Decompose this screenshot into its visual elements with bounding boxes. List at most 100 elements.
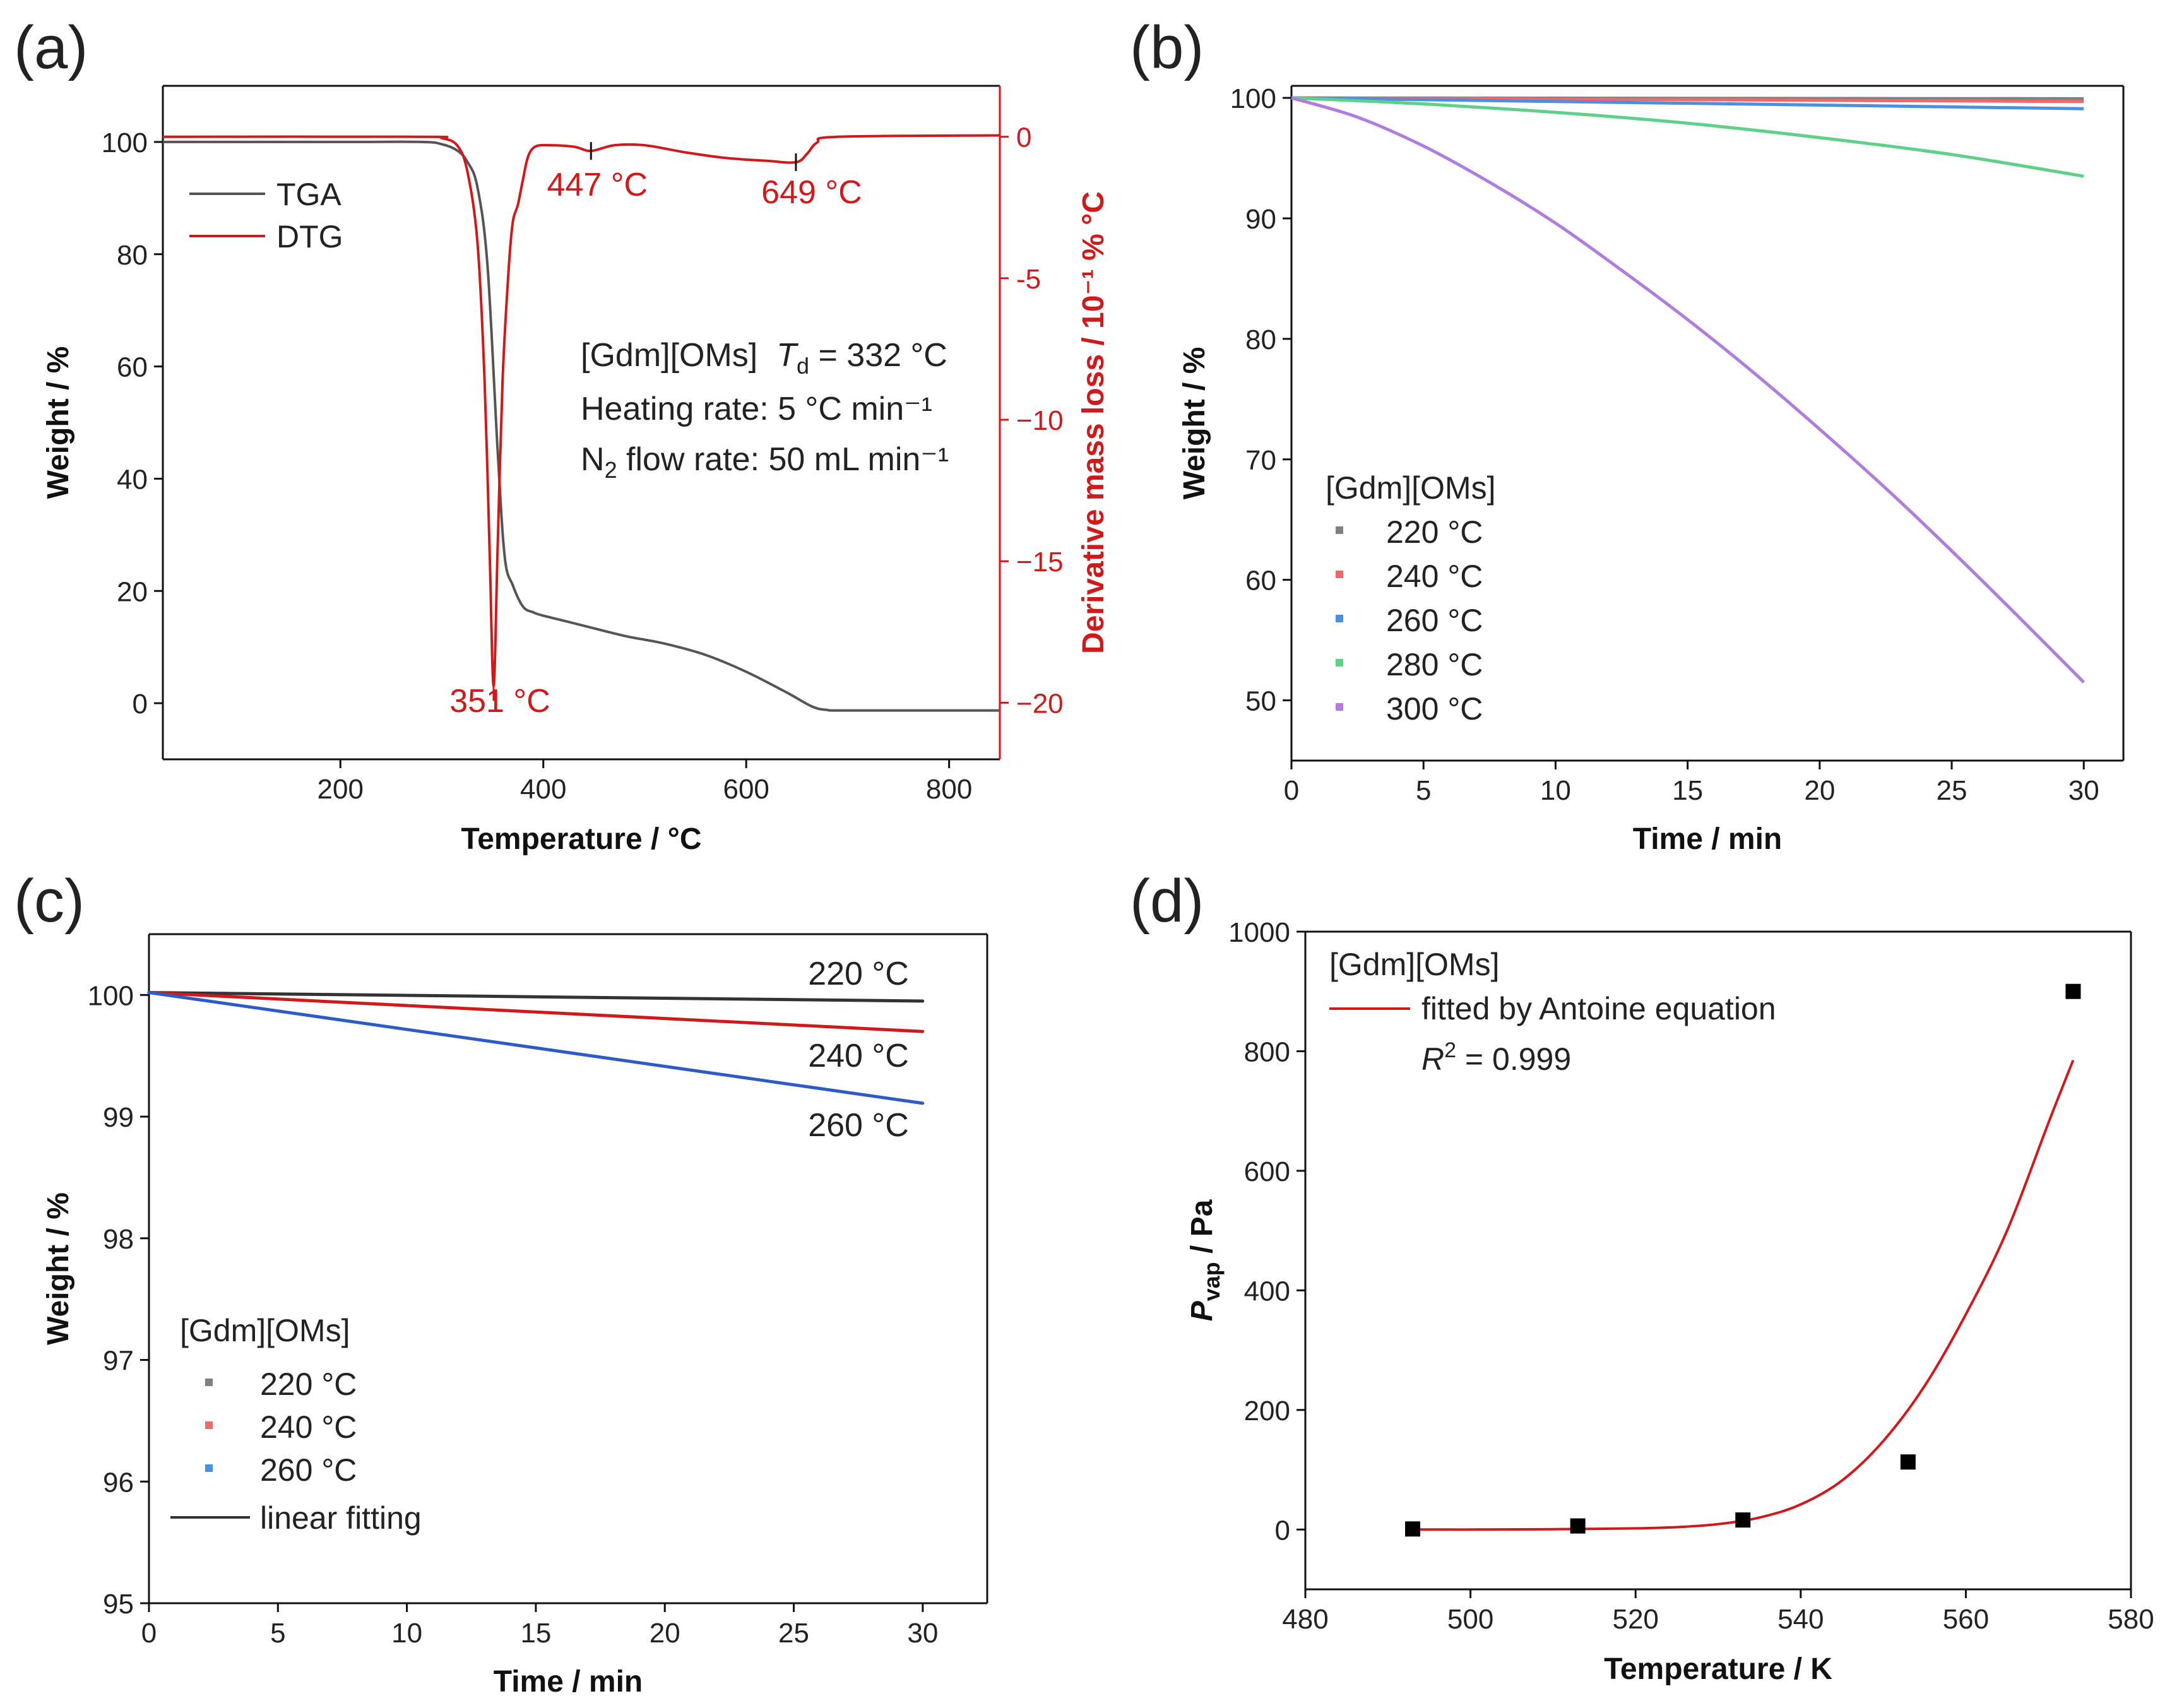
peak-649-label: 649 °C — [761, 174, 862, 211]
legend-label-2: 240 °C — [260, 1409, 357, 1445]
x-axis-title: Time / min — [1633, 822, 1783, 856]
y-axis-title-symbol: P — [1185, 1300, 1219, 1321]
line-label-220: 220 °C — [808, 956, 909, 992]
legend-swatch-3 — [1336, 615, 1343, 622]
y-tick-label: 98 — [103, 1224, 134, 1255]
legend-tga-label: TGA — [276, 177, 341, 212]
legend-swatch-2 — [205, 1421, 213, 1429]
x-tick-label: 10 — [1540, 775, 1571, 806]
x-tick-label: 0 — [1284, 775, 1299, 806]
info-n-subscript: 2 — [605, 457, 617, 483]
y-axis-title-unit: / Pa — [1185, 1199, 1219, 1262]
x-axis-title: Temperature / K — [1604, 1652, 1832, 1686]
series-220-line — [147, 991, 925, 1003]
y2-tick-label: -5 — [1016, 264, 1041, 295]
x-tick-label: 15 — [520, 1618, 551, 1649]
legend-title: [Gdm][OMs] — [180, 1313, 350, 1348]
y-tick-label: 80 — [117, 240, 148, 271]
data-point — [1900, 1454, 1916, 1470]
legend-swatch-1 — [1336, 526, 1343, 534]
peak-447-label: 447 °C — [547, 167, 648, 203]
y-tick-label: 96 — [103, 1467, 134, 1498]
y2-tick-label: −20 — [1016, 688, 1064, 719]
legend-label-1: 220 °C — [1386, 514, 1483, 550]
y-tick-label: 0 — [1275, 1515, 1290, 1546]
x-tick-label: 200 — [317, 774, 364, 805]
info-td-value: = 332 °C — [809, 337, 947, 374]
y-tick-label: 600 — [1244, 1156, 1290, 1187]
y-tick-label: 20 — [117, 576, 148, 607]
series-240-line — [147, 991, 925, 1033]
panel-letter: (c) — [14, 867, 85, 935]
y-tick-label: 1000 — [1228, 917, 1290, 948]
y-tick-label: 99 — [103, 1102, 134, 1133]
legend-swatch-5 — [1336, 703, 1343, 711]
panel-a: (a) 200 400 600 800 0 20 40 60 80 100 0 -5 −10 −15 −20 T… — [14, 14, 1110, 856]
y2-tick-label: −10 — [1016, 405, 1064, 436]
x-tick-label: 540 — [1777, 1604, 1824, 1635]
series-4-line — [1291, 96, 2084, 178]
legend-dtg-label: DTG — [276, 219, 343, 254]
panel-d: (d) 480 500 520 540 560 580 0 200 400 600 800 1000 Te… — [1130, 867, 2154, 1686]
y-tick-label: 400 — [1244, 1276, 1290, 1307]
panel-c: (c) 0 5 10 15 20 25 30 95 96 97 98 99 100 Time / min We… — [14, 867, 988, 1699]
legend-swatch-3 — [205, 1464, 213, 1472]
panel-letter: (d) — [1130, 867, 1204, 935]
y-tick-label: 100 — [1230, 83, 1276, 114]
info-line-2: Heating rate: 5 °C min⁻¹ — [581, 391, 932, 427]
x-tick-label: 30 — [2068, 775, 2099, 806]
r-squared-superscript: 2 — [1444, 1038, 1456, 1062]
panel-letter: (b) — [1130, 14, 1204, 81]
legend-label-3: 260 °C — [260, 1452, 357, 1488]
legend-swatch-2 — [1336, 571, 1343, 578]
y-tick-label: 80 — [1245, 324, 1276, 355]
x-tick-label: 20 — [1804, 775, 1835, 806]
y-tick-label: 200 — [1244, 1396, 1290, 1426]
x-tick-label: 560 — [1943, 1604, 1989, 1635]
y-tick-label: 70 — [1245, 445, 1276, 476]
x-tick-label: 0 — [141, 1618, 157, 1649]
y-tick-label: 95 — [103, 1589, 134, 1620]
x-axis-title: Time / min — [494, 1665, 643, 1699]
r-squared: R2 = 0.999 — [1421, 1038, 1571, 1077]
x-tick-label: 5 — [270, 1618, 285, 1649]
info-td-symbol: T — [776, 337, 798, 374]
legend-swatch-4 — [1336, 659, 1343, 667]
y-tick-label: 100 — [88, 980, 134, 1011]
legend-fit-label: linear fitting — [260, 1500, 422, 1536]
x-tick-label: 20 — [650, 1618, 680, 1649]
legend-label-3: 260 °C — [1386, 603, 1483, 638]
y-axis-title: Weight / % — [42, 347, 75, 499]
y2-tick-label: −15 — [1016, 547, 1064, 578]
legend-swatch-1 — [205, 1379, 213, 1386]
data-point — [1570, 1518, 1586, 1534]
panel-b: (b) 0 5 10 15 20 25 30 50 60 70 80 90 100 Time / min We… — [1130, 14, 2125, 856]
series-3-line — [1291, 96, 2084, 110]
x-tick-label: 25 — [778, 1618, 809, 1649]
y2-tick-label: 0 — [1016, 122, 1031, 153]
info-compound: [Gdm][OMs] — [581, 337, 757, 374]
y-axis-title: Weight / % — [1178, 347, 1211, 500]
tga-curve — [162, 140, 1000, 712]
series-5-line — [1291, 96, 2085, 684]
y-tick-label: 60 — [1245, 566, 1276, 596]
legend-label-5: 300 °C — [1386, 691, 1483, 726]
panel-letter: (a) — [14, 14, 88, 81]
x-tick-label: 520 — [1612, 1604, 1658, 1635]
legend-title: [Gdm][OMs] — [1326, 470, 1495, 506]
info-line-1: [Gdm][OMs] Td = 332 °C — [581, 337, 947, 379]
x-tick-label: 25 — [1937, 775, 1967, 806]
line-label-260: 260 °C — [808, 1107, 909, 1144]
r-squared-value: = 0.999 — [1456, 1041, 1571, 1077]
data-point — [2065, 983, 2081, 999]
info-line-3: N2 flow rate: 50 mL min⁻¹ — [581, 441, 949, 483]
x-tick-label: 15 — [1672, 775, 1703, 806]
x-tick-label: 500 — [1447, 1604, 1493, 1635]
line-label-240: 240 °C — [808, 1038, 909, 1074]
peak-351-label: 351 °C — [449, 683, 550, 720]
legend-label-4: 280 °C — [1386, 647, 1483, 682]
data-point — [1405, 1521, 1421, 1537]
legend-label-2: 240 °C — [1386, 559, 1483, 594]
y-axis-title: Pvap / Pa — [1185, 1199, 1225, 1321]
